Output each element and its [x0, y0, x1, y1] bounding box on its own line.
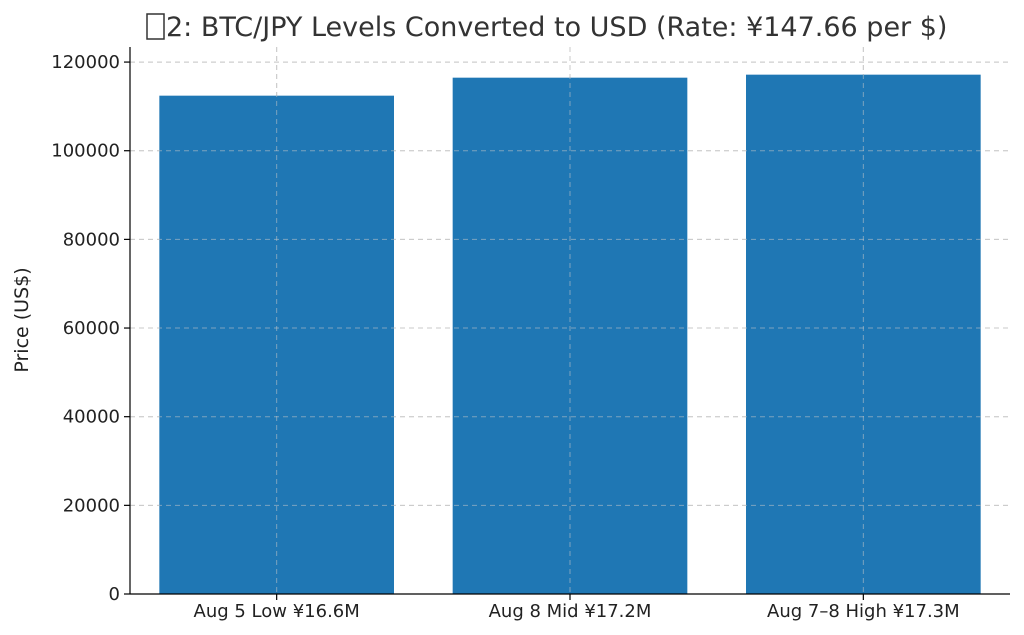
y-tick-label: 80000 — [63, 229, 120, 250]
x-tick-label: Aug 7–8 High ¥17.3M — [767, 601, 960, 622]
y-tick-label: 120000 — [51, 52, 120, 73]
y-ticks: 0 20000 40000 60000 80000 100000 120000 — [51, 52, 130, 605]
y-tick-label: 0 — [109, 584, 120, 605]
title-group: 2: BTC/JPY Levels Converted to USD (Rate… — [146, 12, 947, 43]
chart-title: 2: BTC/JPY Levels Converted to USD (Rate… — [166, 12, 947, 43]
bars — [130, 47, 1010, 595]
x-tick-label: Aug 5 Low ¥16.6M — [194, 601, 360, 622]
y-axis-label: Price (US$) — [11, 267, 33, 372]
y-tick-label: 60000 — [63, 318, 120, 339]
y-tick-label: 40000 — [63, 407, 120, 428]
x-tick-label: Aug 8 Mid ¥17.2M — [489, 601, 652, 622]
x-ticks: Aug 5 Low ¥16.6M Aug 8 Mid ¥17.2M Aug 7–8 … — [194, 594, 960, 622]
missing-glyph-icon — [146, 13, 165, 40]
y-tick-label: 100000 — [51, 141, 120, 162]
y-tick-label: 20000 — [63, 495, 120, 516]
